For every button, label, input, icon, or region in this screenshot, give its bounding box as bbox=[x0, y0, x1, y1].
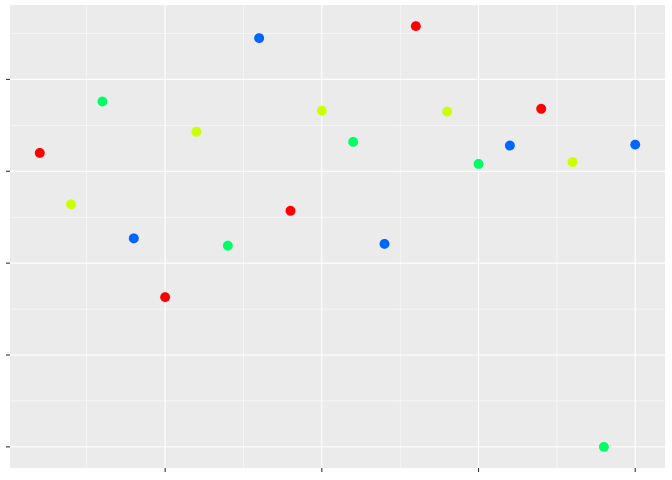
point bbox=[128, 233, 139, 244]
point bbox=[442, 106, 453, 117]
point bbox=[191, 126, 202, 137]
point bbox=[410, 21, 421, 32]
point bbox=[348, 136, 359, 147]
point bbox=[379, 238, 390, 249]
point bbox=[630, 139, 641, 150]
point bbox=[567, 157, 578, 168]
grid bbox=[10, 5, 665, 468]
point bbox=[598, 441, 609, 452]
point bbox=[97, 96, 108, 107]
point bbox=[316, 105, 327, 116]
panel-background bbox=[10, 5, 665, 468]
point bbox=[34, 147, 45, 158]
point bbox=[222, 240, 233, 251]
point bbox=[66, 199, 77, 210]
point bbox=[504, 140, 515, 151]
point bbox=[160, 292, 171, 303]
point bbox=[285, 205, 296, 216]
point bbox=[536, 103, 547, 114]
point bbox=[254, 33, 265, 44]
ticks bbox=[6, 78, 636, 472]
point bbox=[473, 158, 484, 169]
points bbox=[34, 21, 641, 452]
